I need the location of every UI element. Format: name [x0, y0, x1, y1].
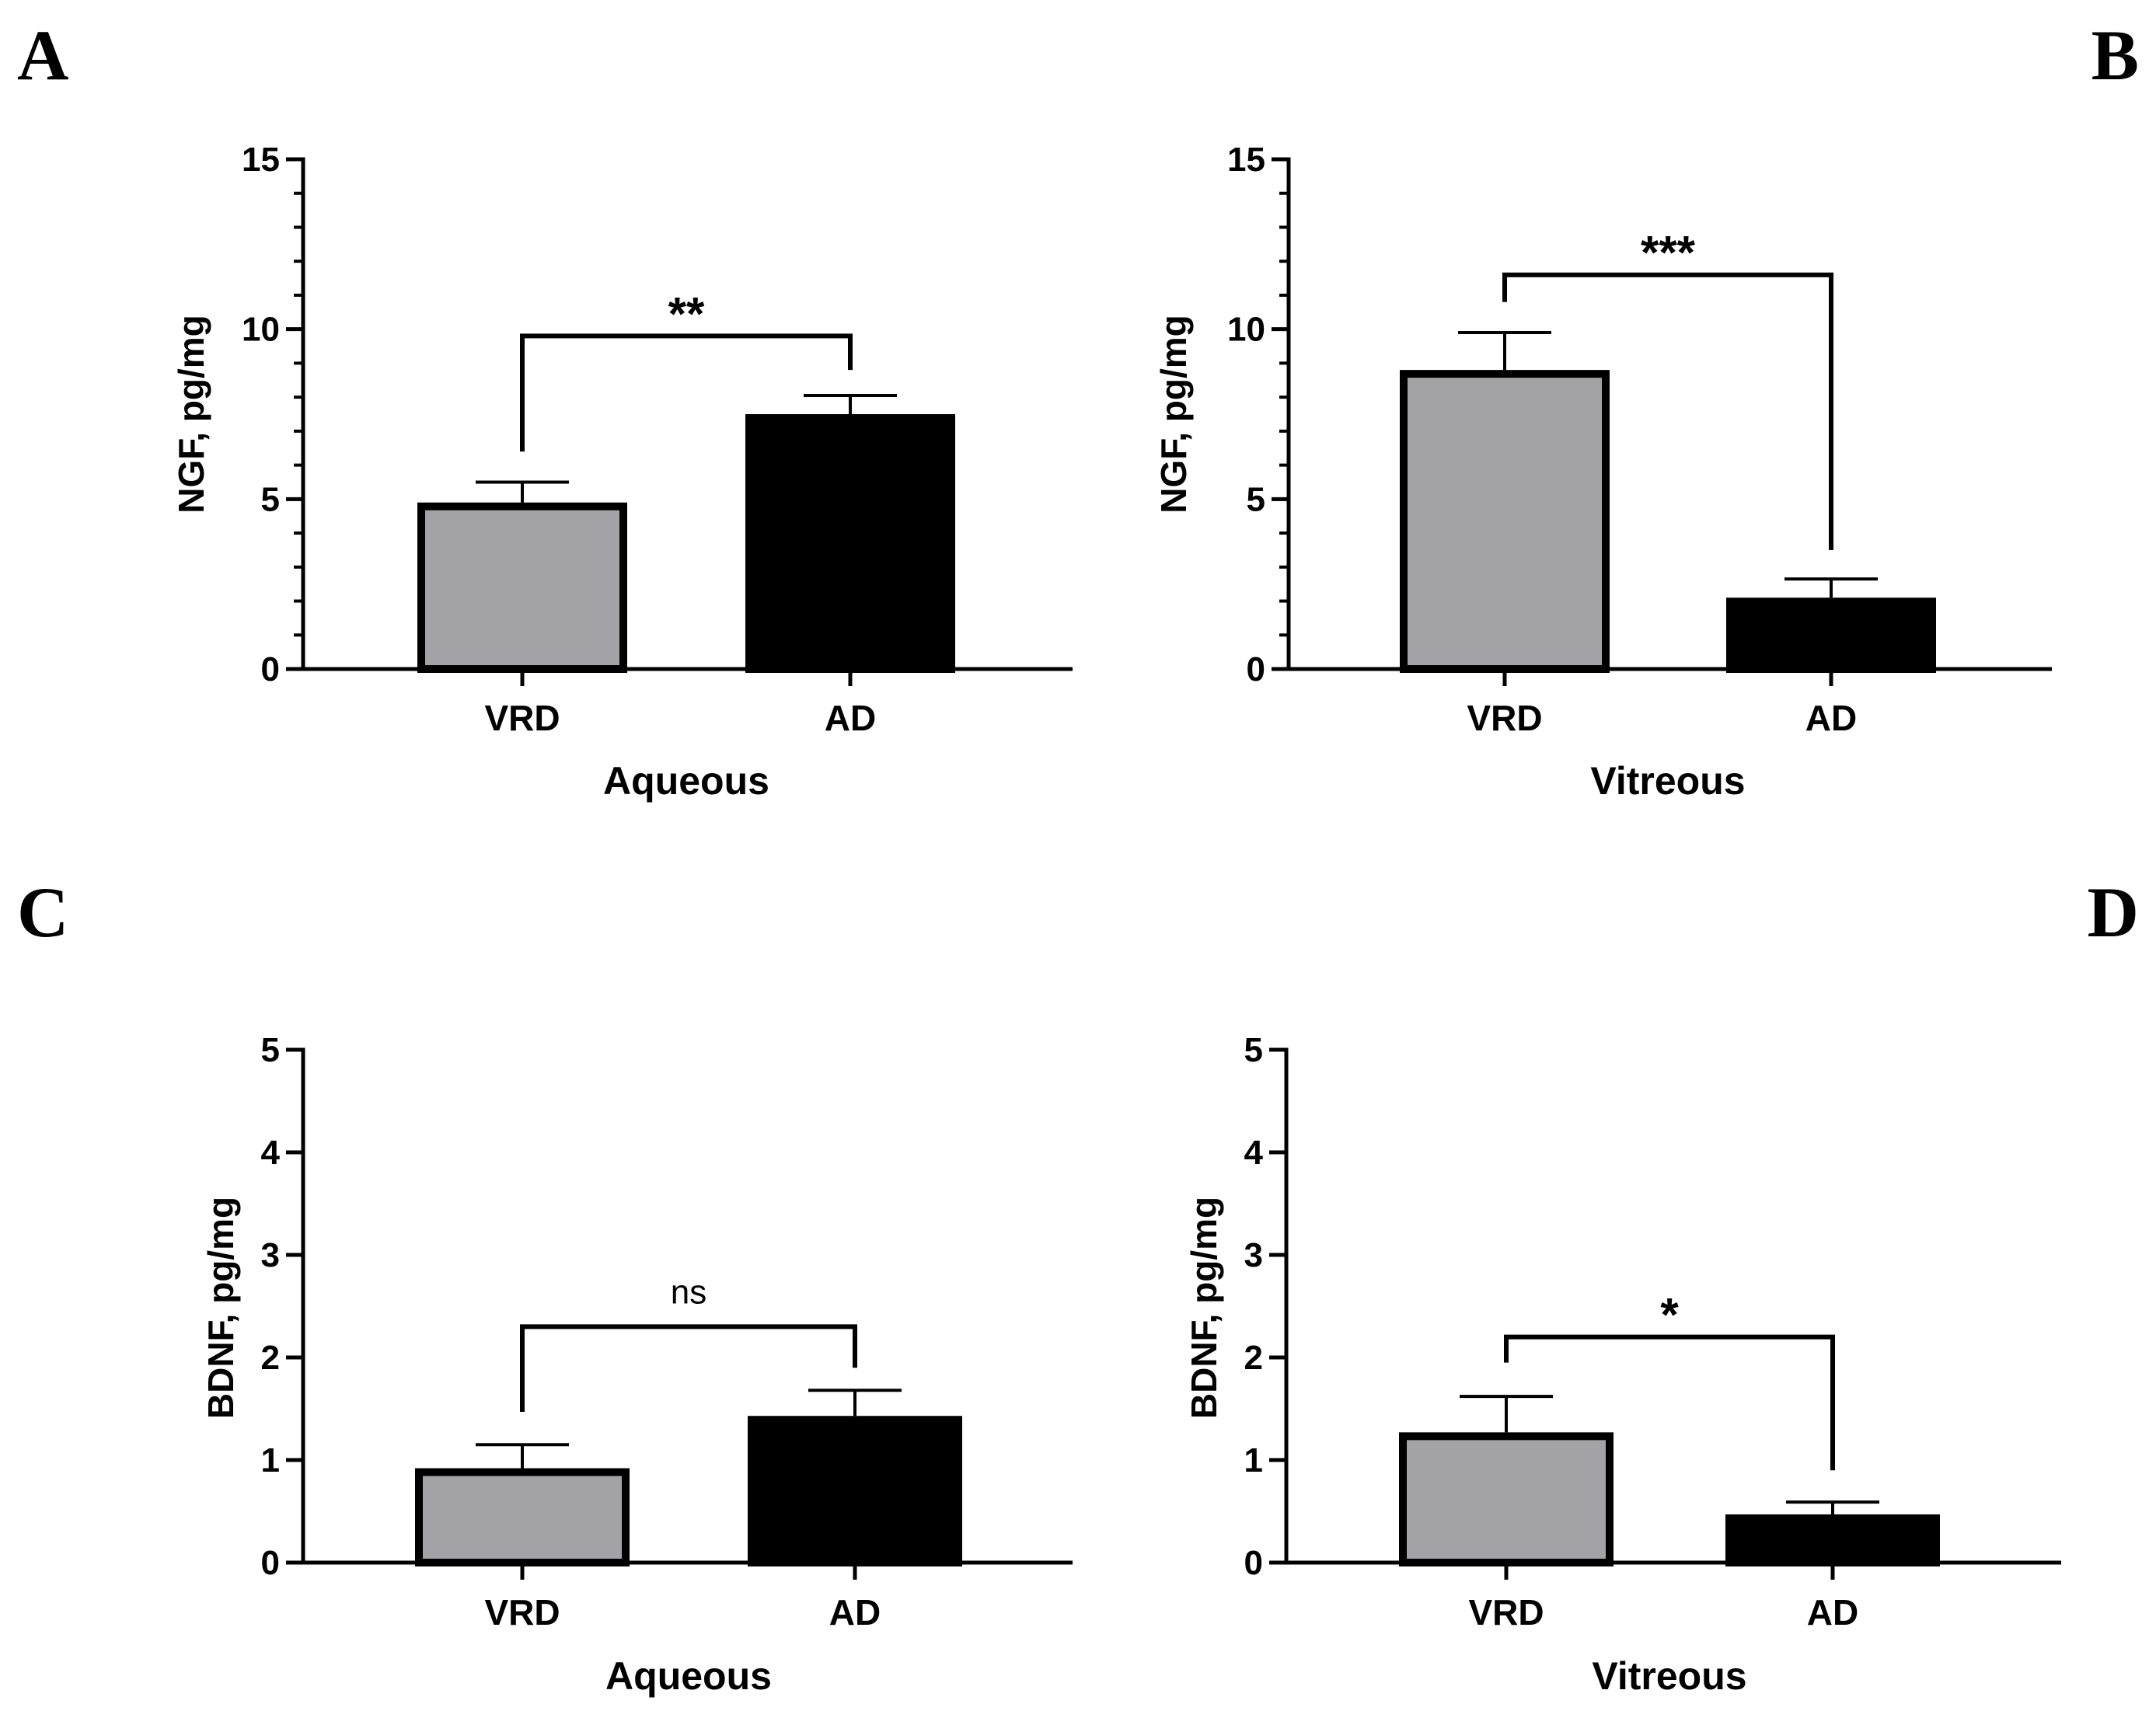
y-tick-label: 15	[1227, 141, 1265, 179]
x-axis-title: Aqueous	[605, 1654, 772, 1698]
panel-d: D 0 1 2 3 4 5 VRD AD * Vitreous BDNF, pg/mg	[1184, 873, 2139, 1698]
panel-letter: D	[2088, 873, 2139, 952]
y-tick-label: 1	[1244, 1441, 1263, 1479]
panel-a: A 0 5 10 15 VRD AD ** Aqueous NGF, pg/mg	[17, 16, 1073, 803]
y-tick-label: 10	[1227, 311, 1265, 349]
y-tick-label: 0	[1244, 1544, 1263, 1582]
bar-ad	[745, 414, 955, 673]
significance-label: ***	[1641, 227, 1696, 279]
y-tick-label: 15	[242, 141, 280, 179]
y-tick-label: 5	[261, 1031, 280, 1069]
bar-ad	[1726, 598, 1936, 673]
x-category-label: AD	[825, 698, 876, 738]
y-tick-label: 1	[261, 1441, 280, 1479]
y-tick-label: 5	[261, 480, 280, 518]
y-tick-label: 5	[1247, 480, 1265, 518]
x-category-label: VRD	[1468, 1592, 1544, 1633]
panel-letter: C	[17, 873, 68, 952]
significance-bracket	[1504, 1334, 1835, 1471]
y-tick-label: 3	[261, 1236, 280, 1274]
x-category-label: VRD	[1467, 698, 1542, 738]
bar-vrd	[1400, 370, 1610, 673]
y-axis-title: NGF, pg/mg	[171, 315, 211, 514]
y-axis-title: BDNF, pg/mg	[201, 1197, 241, 1419]
y-tick-label: 5	[1244, 1031, 1263, 1069]
y-tick-label: 3	[1244, 1236, 1263, 1274]
x-category-label: VRD	[484, 698, 560, 738]
bar-vrd	[415, 1468, 630, 1567]
significance-bracket	[520, 1324, 857, 1412]
y-tick-label: 10	[242, 311, 280, 349]
panel-b: B 0 5 10 15 VRD AD *** Vitreous NGF, pg/mg	[1153, 16, 2139, 803]
significance-label: *	[1660, 1289, 1679, 1341]
y-tick-label: 0	[1247, 650, 1265, 688]
bar-ad	[1725, 1514, 1940, 1566]
x-axis-title: Vitreous	[1592, 1654, 1746, 1698]
y-tick-label: 4	[261, 1134, 281, 1172]
x-category-label: AD	[1807, 1592, 1858, 1633]
bar-ad	[748, 1416, 962, 1566]
panel-c: C 0 1 2 3 4 5 VRD AD ns Aqueous BDNF, pg/mg	[17, 873, 1073, 1698]
bar-vrd	[417, 502, 627, 673]
significance-bracket	[1502, 272, 1833, 550]
y-tick-label: 2	[1244, 1339, 1263, 1377]
x-axis-title: Aqueous	[603, 759, 769, 803]
bar-vrd	[1399, 1432, 1614, 1566]
significance-label: ns	[671, 1273, 706, 1311]
y-axis-title: BDNF, pg/mg	[1184, 1197, 1224, 1419]
panel-letter: B	[2091, 16, 2139, 95]
x-category-label: AD	[1805, 698, 1857, 738]
y-tick-label: 0	[261, 1544, 280, 1582]
x-category-label: VRD	[484, 1592, 560, 1633]
y-tick-label: 4	[1244, 1134, 1264, 1172]
significance-label: **	[668, 287, 705, 340]
panel-letter: A	[17, 16, 68, 95]
significance-bracket	[520, 333, 853, 452]
y-tick-label: 2	[261, 1339, 280, 1377]
x-category-label: AD	[829, 1592, 881, 1633]
y-axis-title: NGF, pg/mg	[1153, 315, 1194, 514]
y-tick-label: 0	[261, 650, 280, 688]
x-axis-title: Vitreous	[1590, 759, 1745, 803]
